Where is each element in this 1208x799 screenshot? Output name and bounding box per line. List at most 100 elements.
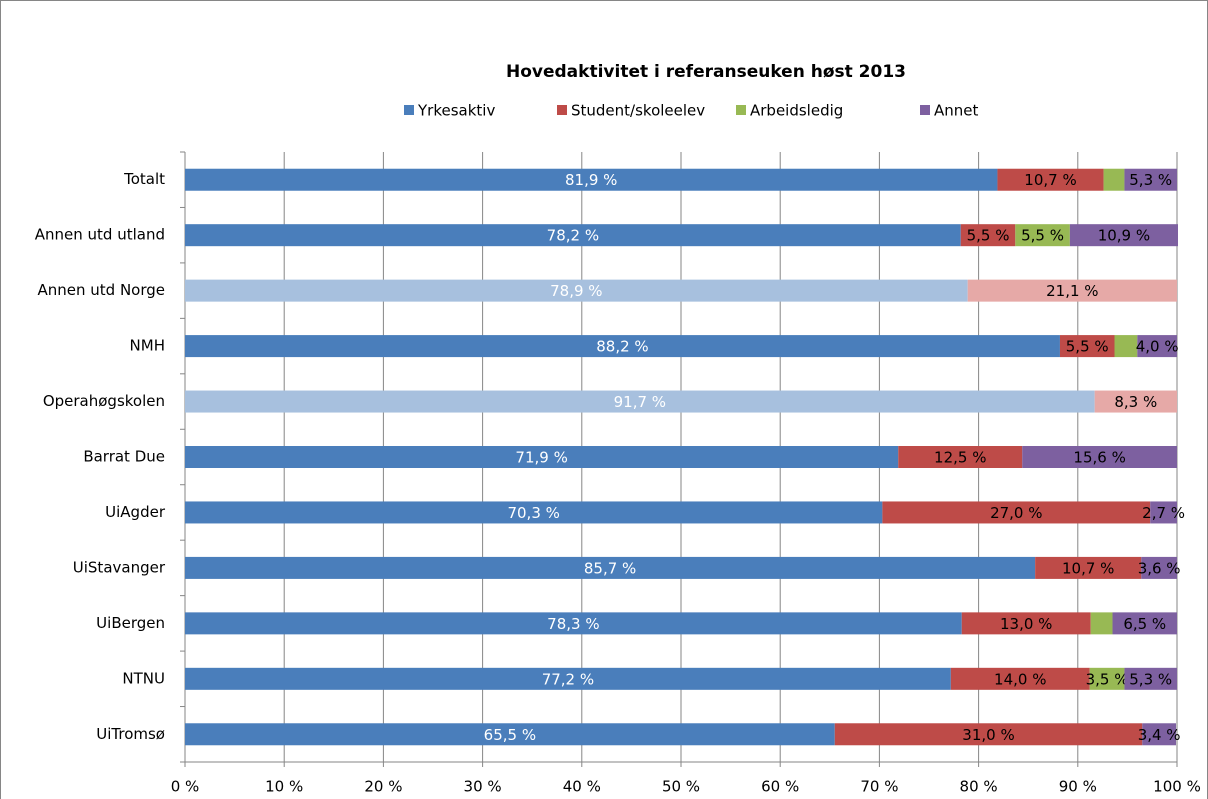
bar-segment: [1090, 612, 1113, 635]
data-label: 81,9 %: [565, 171, 617, 189]
bar-segment: [1142, 723, 1177, 746]
legend-label: Arbeidsledig: [750, 102, 843, 120]
data-label: 6,5 %: [1123, 615, 1166, 633]
data-label: 3,6 %: [1138, 559, 1181, 577]
y-tick-label: NMH: [130, 337, 165, 355]
bar-segment: [185, 446, 899, 468]
x-tick-label: 90 %: [1059, 778, 1097, 796]
data-label: 85,7 %: [584, 559, 636, 577]
bar-segment: [1059, 335, 1115, 358]
data-label: 65,5 %: [484, 726, 536, 744]
y-tick-label: Operahøgskolen: [43, 392, 165, 410]
bar-segment: [1114, 335, 1138, 358]
data-label: 31,0 %: [962, 726, 1014, 744]
x-tick-label: 0 %: [171, 778, 200, 796]
x-tick-label: 40 %: [563, 778, 601, 796]
x-tick-label: 50 %: [662, 778, 700, 796]
y-tick-label: UiAgder: [105, 503, 166, 521]
bar-segment: [185, 279, 968, 302]
data-label: 10,7 %: [1024, 171, 1076, 189]
bar-segment: [1015, 224, 1070, 247]
data-label: 3,5 %: [1086, 670, 1129, 688]
data-label: 70,3 %: [507, 504, 559, 522]
data-label: 13,0 %: [1000, 615, 1052, 633]
bar-segment: [1069, 224, 1178, 247]
bar-segment: [1103, 168, 1125, 191]
y-tick-label: UiTromsø: [96, 725, 165, 743]
data-label: 91,7 %: [614, 393, 666, 411]
y-tick-label: UiBergen: [96, 614, 165, 632]
data-label: 4,0 %: [1136, 338, 1179, 356]
data-label: 21,1 %: [1046, 282, 1098, 300]
x-tick-label: 10 %: [265, 778, 303, 796]
bar-segment: [185, 723, 835, 746]
bar-segment: [185, 168, 998, 191]
bar-segment: [185, 556, 1036, 579]
bar-segment: [1035, 556, 1142, 579]
data-label: 10,7 %: [1062, 559, 1114, 577]
y-tick-label: Totalt: [123, 170, 165, 188]
legend-label: Annet: [934, 102, 979, 120]
legend-swatch: [557, 105, 567, 115]
x-tick-label: 100 %: [1153, 778, 1201, 796]
data-label: 5,3 %: [1129, 171, 1172, 189]
bar-segment: [834, 723, 1143, 746]
legend-label: Student/skoleelev: [571, 102, 705, 120]
legend-label: Yrkesaktiv: [417, 102, 495, 120]
x-tick-label: 30 %: [464, 778, 502, 796]
y-tick-label: UiStavanger: [73, 558, 166, 576]
y-tick-label: NTNU: [122, 669, 165, 687]
data-label: 27,0 %: [990, 504, 1042, 522]
data-label: 5,5 %: [1066, 338, 1109, 356]
x-tick-label: 80 %: [960, 778, 998, 796]
data-label: 5,5 %: [967, 227, 1010, 245]
x-tick-label: 60 %: [761, 778, 799, 796]
data-label: 8,3 %: [1114, 393, 1157, 411]
bar-segment: [1137, 335, 1177, 358]
data-label: 3,4 %: [1138, 726, 1181, 744]
legend-swatch: [736, 105, 746, 115]
data-label: 71,9 %: [515, 449, 567, 467]
legend-swatch: [920, 105, 930, 115]
bar-segment: [961, 612, 1091, 635]
bar-segment: [1022, 446, 1177, 468]
bar-segment: [185, 612, 962, 635]
data-label: 2,7 %: [1142, 504, 1185, 522]
bar-segment: [882, 501, 1151, 524]
legend-swatch: [404, 105, 414, 115]
bar-segment: [1124, 168, 1177, 191]
bar-segment: [185, 390, 1095, 413]
bar-segment: [1150, 501, 1177, 524]
data-label: 12,5 %: [934, 449, 986, 467]
bar-segment: [1094, 390, 1177, 413]
data-label: 78,9 %: [550, 282, 602, 300]
bar-segment: [950, 667, 1090, 690]
data-label: 88,2 %: [596, 338, 648, 356]
y-tick-label: Annen utd utland: [35, 226, 165, 244]
chart-title: Hovedaktivitet i referanseuken høst 2013: [506, 62, 906, 82]
bar-segment: [185, 224, 961, 247]
bar-segment: [967, 279, 1177, 302]
bar-segment: [997, 168, 1104, 191]
data-label: 77,2 %: [542, 670, 594, 688]
data-label: 14,0 %: [994, 670, 1046, 688]
bar-segment: [1141, 556, 1177, 579]
data-label: 15,6 %: [1073, 449, 1125, 467]
y-tick-label: Annen utd Norge: [37, 281, 165, 299]
bar-segment: [185, 335, 1060, 358]
bar-segment: [185, 501, 883, 524]
x-tick-label: 70 %: [860, 778, 898, 796]
data-label: 78,3 %: [547, 615, 599, 633]
bar-segment: [1112, 612, 1177, 635]
data-label: 78,2 %: [547, 227, 599, 245]
x-tick-label: 20 %: [364, 778, 402, 796]
bar-segment: [960, 224, 1016, 247]
data-label: 5,3 %: [1129, 670, 1172, 688]
bar-segment: [898, 446, 1023, 468]
data-label: 5,5 %: [1021, 227, 1064, 245]
y-tick-label: Barrat Due: [83, 448, 165, 466]
bar-segment: [1089, 667, 1125, 690]
bar-segment: [185, 667, 951, 690]
data-label: 10,9 %: [1098, 227, 1150, 245]
